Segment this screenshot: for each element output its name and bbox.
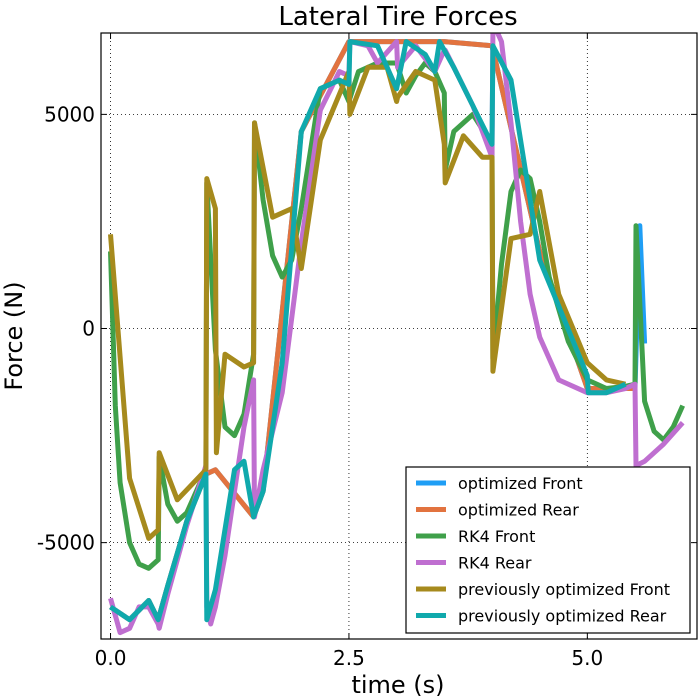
y-tick-label: 0 <box>82 317 95 341</box>
axis-ticks: 0.0 2.5 5.0 -5000 0 5000 <box>37 33 697 670</box>
y-axis-label: Force (N) <box>0 281 28 390</box>
legend-label-previously-optimized-front: previously optimized Front <box>458 580 670 599</box>
x-tick-label: 5.0 <box>571 646 603 670</box>
series-line-previously-optimized-rear <box>109 39 627 623</box>
legend-label-rk4-rear: RK4 Rear <box>458 554 532 573</box>
x-tick-label: 2.5 <box>333 646 365 670</box>
legend-label-optimized-rear: optimized Rear <box>458 501 579 520</box>
x-axis-label: time (s) <box>351 671 444 699</box>
series-line-previously-optimized-front <box>108 64 627 541</box>
y-tick-label: -5000 <box>37 531 95 555</box>
chart-title: Lateral Tire Forces <box>278 2 517 32</box>
legend: optimized Front optimized Rear RK4 Front RK… <box>405 466 691 634</box>
legend-label-previously-optimized-rear: previously optimized Rear <box>458 607 667 626</box>
y-tick-label: 5000 <box>44 102 95 126</box>
legend-label-rk4-front: RK4 Front <box>458 527 535 546</box>
legend-box <box>405 466 691 634</box>
legend-label-optimized-front: optimized Front <box>458 474 583 493</box>
x-tick-label: 0.0 <box>95 646 127 670</box>
plot-frame <box>100 32 698 640</box>
series-layer <box>108 33 685 636</box>
